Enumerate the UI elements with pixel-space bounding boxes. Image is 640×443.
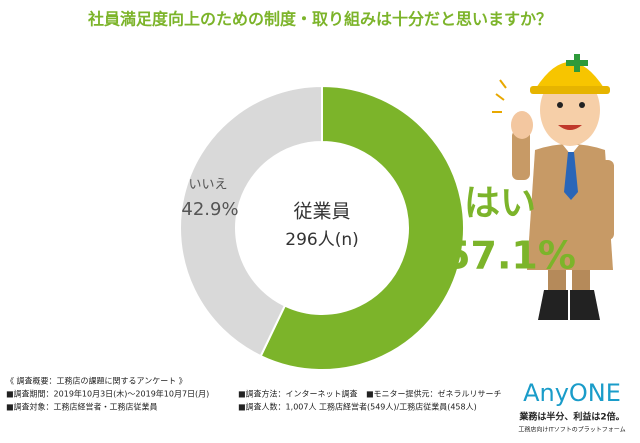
segment-label: いいえ: [188, 178, 227, 193]
collar: [563, 145, 579, 155]
footer-target: ■調査対象：工務店経営者・工務店従業員: [6, 402, 158, 412]
leg: [548, 265, 566, 295]
helmet-brim: [530, 86, 610, 94]
value-label: 57.1%: [444, 234, 576, 278]
segment-label: はい: [464, 183, 536, 224]
jacket: [527, 144, 613, 270]
arm: [512, 130, 530, 180]
donut: [179, 84, 465, 371]
donut-segment: [179, 84, 323, 358]
footer-count: ■調査人数：1,007人 工務店経営者(549人)/工務店従業員(458人): [238, 402, 477, 412]
eye: [557, 102, 563, 108]
worker-illustration: [492, 54, 614, 320]
center-title: 従業員: [293, 201, 350, 223]
mouth: [558, 125, 582, 130]
footer-method: ■調査方法：インターネット調査: [238, 389, 358, 399]
footer: 《 調査概要：工務店の課題に関するアンケート 》 ■調査期間：2019年10月3…: [6, 376, 502, 412]
helmet: [536, 62, 604, 88]
footer-heading: 《 調査概要：工務店の課題に関するアンケート 》: [6, 376, 187, 386]
footer-period: ■調査期間：2019年10月3日(木)～2019年10月7日(月): [6, 389, 209, 399]
boot: [538, 290, 568, 320]
logo: AnyONE 業務は半分、利益は2倍。 工務店向けITソフトのプラットフォーム: [518, 379, 625, 434]
value-label: 42.9%: [181, 199, 238, 220]
thumb-hand: [511, 111, 533, 139]
eye: [579, 102, 585, 108]
boot: [570, 290, 600, 320]
chart-title: 社員満足度向上のための制度・取り組みは十分だと思いますか？: [87, 10, 552, 29]
logo-tagline: 業務は半分、利益は2倍。: [518, 411, 624, 423]
arm: [598, 160, 614, 240]
helmet-cross: [566, 54, 588, 72]
logo-name: AnyONE: [523, 379, 621, 407]
donut-segment: [259, 84, 465, 371]
tie: [564, 152, 578, 200]
footer-provider: ■モニター提供元：ゼネラルリサーチ: [366, 389, 502, 399]
center-subtitle: 296人(n): [285, 230, 359, 250]
sparkle: [492, 79, 507, 113]
leg: [572, 265, 590, 295]
logo-subline: 工務店向けITソフトのプラットフォーム: [518, 426, 625, 434]
